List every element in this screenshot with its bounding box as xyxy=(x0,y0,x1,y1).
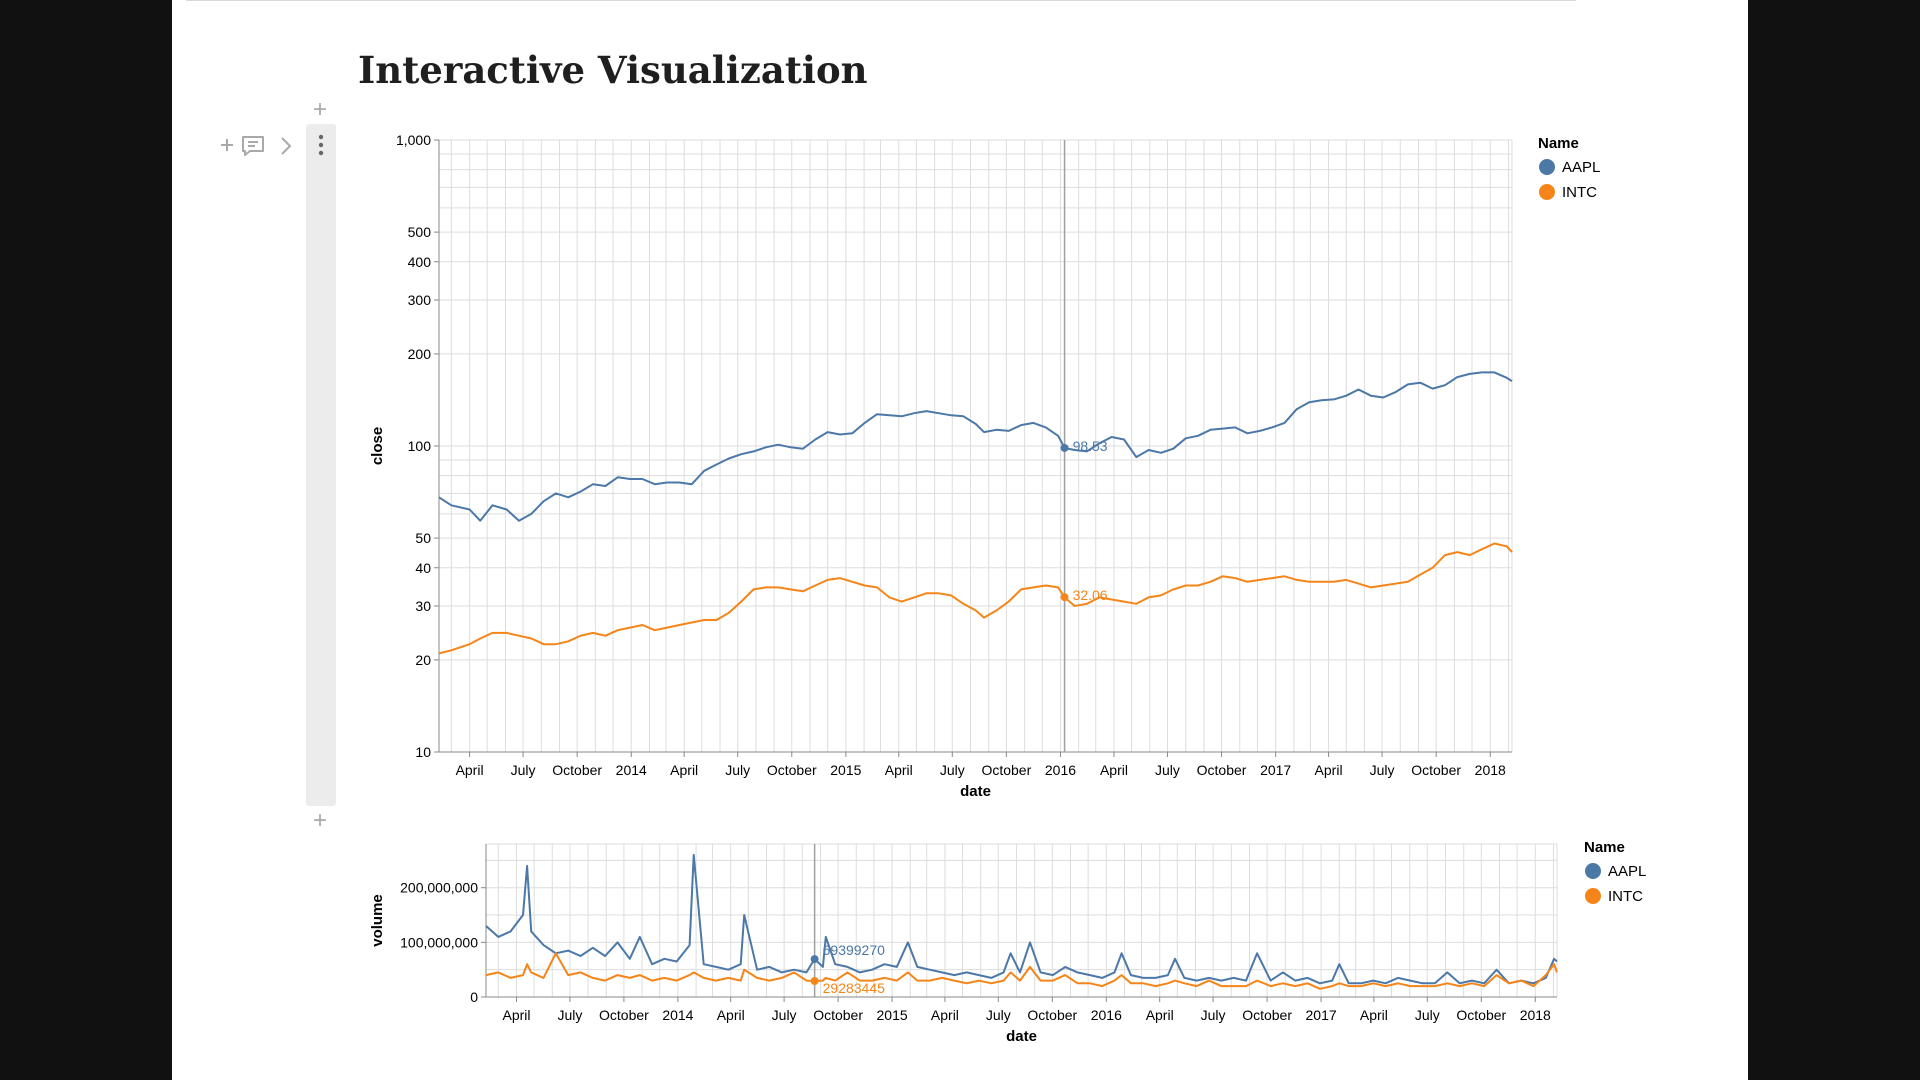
volume-chart[interactable]: 0 100,000,000 200,000,000 April July October 2… xyxy=(369,839,1646,1045)
hover-point-intc xyxy=(1060,593,1069,602)
legend-label-aapl: AAPL xyxy=(1608,863,1646,880)
legend: Name AAPL INTC xyxy=(1538,135,1600,201)
x-tick-label: July xyxy=(772,1007,797,1023)
x-tick-label: April xyxy=(1360,1007,1388,1023)
add-cell-below-icon[interactable]: + xyxy=(313,807,328,834)
x-tick-label: 2017 xyxy=(1306,1007,1337,1023)
x-tick-label: 2014 xyxy=(662,1007,693,1023)
hover-point-aapl xyxy=(1060,443,1069,452)
x-tick-label: October xyxy=(1242,1007,1292,1023)
hover-label-aapl: 69399270 xyxy=(823,942,886,958)
x-tick-label: July xyxy=(725,762,750,778)
x-tick-label: 2015 xyxy=(830,762,861,778)
x-tick-label: April xyxy=(670,762,698,778)
x-tick-label: July xyxy=(557,1007,582,1023)
legend-label-aapl: AAPL xyxy=(1562,159,1600,176)
series-line-aapl xyxy=(438,371,1513,522)
x-tick-label: 2018 xyxy=(1475,762,1506,778)
hover-point-intc xyxy=(810,976,819,985)
page-title: Interactive Visualization xyxy=(358,48,868,92)
series-lines xyxy=(485,853,1558,990)
hover-point-aapl xyxy=(810,955,819,964)
x-tick-label: October xyxy=(981,762,1031,778)
x-tick-label: April xyxy=(717,1007,745,1023)
x-tick-label: 2014 xyxy=(616,762,647,778)
x-tick-label: October xyxy=(1027,1007,1077,1023)
y-tick-label: 100 xyxy=(408,438,432,454)
comment-icon[interactable] xyxy=(241,135,265,157)
x-axis-title: date xyxy=(960,783,991,800)
y-axis-title: close xyxy=(369,427,386,465)
legend-title: Name xyxy=(1584,839,1625,856)
x-tick-label: July xyxy=(1370,762,1395,778)
y-tick-label: 0 xyxy=(470,989,478,1005)
x-axis-title: date xyxy=(1006,1028,1037,1045)
series-line-intc xyxy=(485,952,1558,990)
hover-label-intc: 32.06 xyxy=(1073,587,1108,603)
x-tick-label: July xyxy=(1415,1007,1440,1023)
x-tick-label: April xyxy=(503,1007,531,1023)
x-tick-label: July xyxy=(1201,1007,1226,1023)
legend-swatch-aapl xyxy=(1539,159,1555,175)
legend-swatch-intc xyxy=(1539,184,1555,200)
y-tick-label: 300 xyxy=(408,292,432,308)
x-tick-label: April xyxy=(1146,1007,1174,1023)
x-tick-label: April xyxy=(456,762,484,778)
y-tick-label: 50 xyxy=(415,530,431,546)
x-tick-label: October xyxy=(1456,1007,1506,1023)
x-tick-label: 2017 xyxy=(1260,762,1291,778)
add-cell-above-icon[interactable]: + xyxy=(313,96,328,123)
cell-gutter[interactable] xyxy=(306,124,336,806)
x-tick-label: April xyxy=(931,1007,959,1023)
legend-swatch-intc xyxy=(1585,888,1601,904)
notebook-page xyxy=(172,0,1748,1080)
x-tick-label: 2015 xyxy=(877,1007,908,1023)
x-tick-label: July xyxy=(511,762,536,778)
y-tick-label: 40 xyxy=(415,560,431,576)
top-divider xyxy=(186,0,1576,1)
x-tick-label: July xyxy=(940,762,965,778)
y-tick-label: 20 xyxy=(415,652,431,668)
legend-label-intc: INTC xyxy=(1562,184,1597,201)
hover-label-aapl: 98.53 xyxy=(1073,438,1108,454)
x-tick-label: 2016 xyxy=(1045,762,1076,778)
legend-label-intc: INTC xyxy=(1608,888,1643,905)
y-tick-label: 100,000,000 xyxy=(400,934,478,950)
add-cell-icon[interactable] xyxy=(220,138,234,152)
series-line-intc xyxy=(438,542,1513,655)
y-tick-label: 500 xyxy=(408,224,432,240)
legend: Name AAPL INTC xyxy=(1584,839,1646,905)
legend-swatch-aapl xyxy=(1585,863,1601,879)
x-tick-label: July xyxy=(1155,762,1180,778)
y-tick-label: 1,000 xyxy=(396,132,431,148)
y-tick-label: 200,000,000 xyxy=(400,880,478,896)
y-tick-label: 200 xyxy=(408,346,432,362)
x-tick-label: October xyxy=(599,1007,649,1023)
x-tick-label: April xyxy=(885,762,913,778)
hover-label-intc: 29283445 xyxy=(823,980,886,996)
x-tick-label: 2018 xyxy=(1520,1007,1551,1023)
x-tick-label: October xyxy=(767,762,817,778)
x-tick-label: July xyxy=(986,1007,1011,1023)
close-price-chart[interactable]: 10 20 30 40 50 100 200 300 400 500 1,000 April July O… xyxy=(369,132,1600,800)
grid-lines xyxy=(439,139,1513,753)
y-axis-title: volume xyxy=(369,894,386,947)
x-tick-label: April xyxy=(1315,762,1343,778)
y-tick-label: 30 xyxy=(415,598,431,614)
series-lines xyxy=(438,371,1513,655)
x-tick-label: October xyxy=(1411,762,1461,778)
legend-title: Name xyxy=(1538,135,1579,152)
kebab-menu-icon[interactable] xyxy=(317,134,325,156)
x-tick-label: April xyxy=(1100,762,1128,778)
x-tick-label: October xyxy=(813,1007,863,1023)
x-tick-label: 2016 xyxy=(1091,1007,1122,1023)
series-line-aapl xyxy=(485,853,1558,985)
x-tick-label: October xyxy=(552,762,602,778)
y-tick-label: 400 xyxy=(408,254,432,270)
grid-lines xyxy=(486,843,1558,998)
x-tick-label: October xyxy=(1197,762,1247,778)
chevron-right-icon[interactable] xyxy=(280,136,292,156)
y-tick-label: 10 xyxy=(415,744,431,760)
